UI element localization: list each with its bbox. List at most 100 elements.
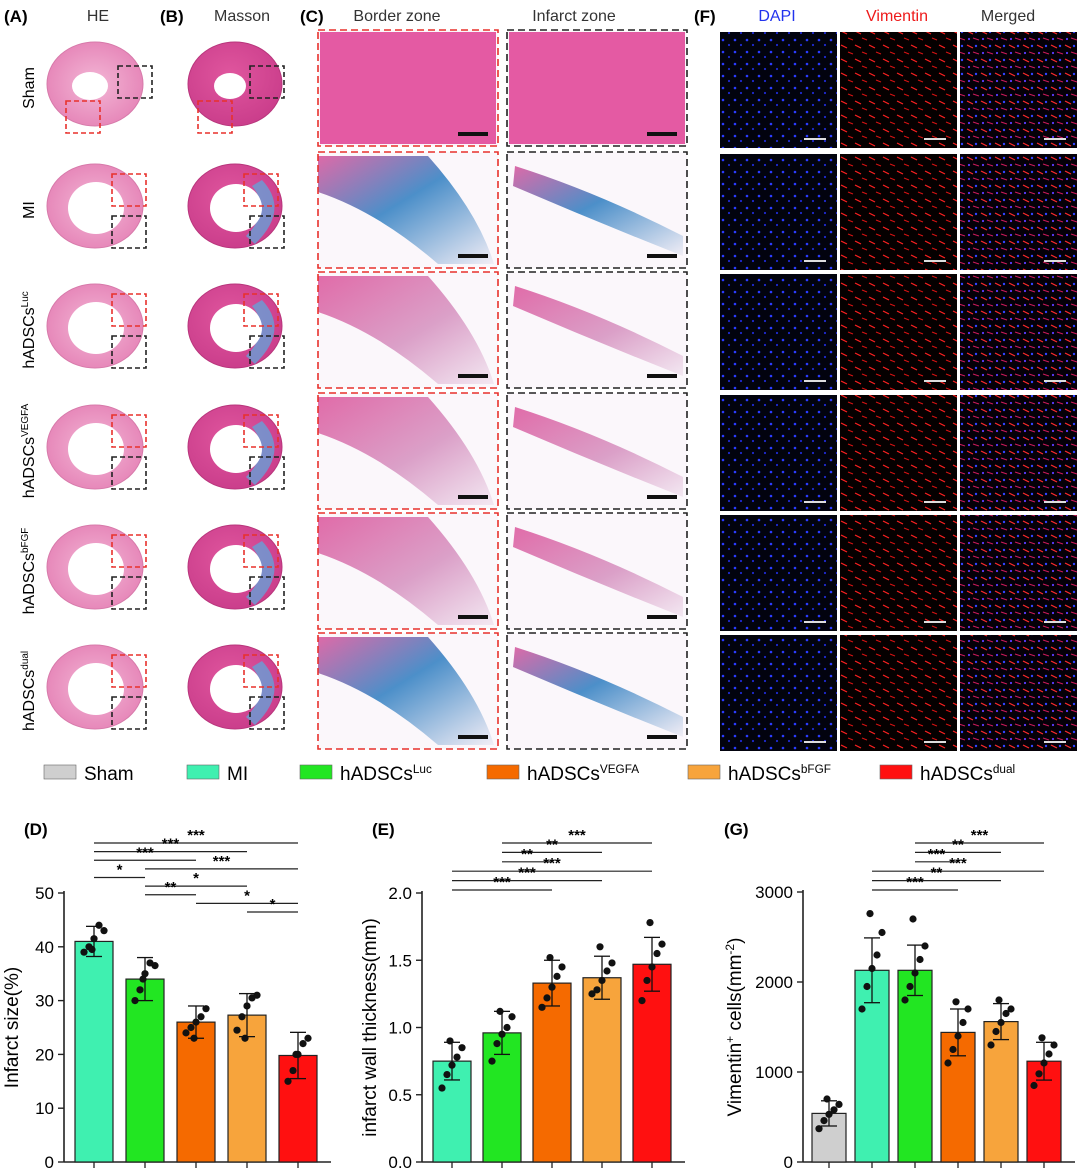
significance-bracket: *** bbox=[452, 874, 552, 891]
legend-swatch bbox=[879, 764, 913, 780]
data-point bbox=[496, 1007, 504, 1015]
scale-bar bbox=[458, 132, 488, 136]
scale-bar bbox=[1044, 380, 1066, 382]
micro-row-dual: hADSCsdual bbox=[20, 632, 1077, 751]
data-point bbox=[508, 1013, 516, 1021]
he-heart-mi bbox=[46, 163, 144, 249]
micro-row-vegfa: hADSCsVEGFA bbox=[20, 392, 1077, 511]
y-tick-label: 10 bbox=[35, 1099, 54, 1118]
scale-bar bbox=[924, 741, 946, 743]
data-point bbox=[136, 986, 144, 994]
data-point bbox=[284, 1077, 292, 1085]
bar-bfgf bbox=[227, 991, 267, 1168]
significance-label: *** bbox=[187, 827, 205, 844]
legend-item-luc: hADSCsLuc bbox=[299, 763, 432, 785]
row-label-bfgf: hADSCsbFGF bbox=[20, 528, 38, 615]
data-point bbox=[192, 1018, 200, 1026]
masson-roi-box bbox=[249, 215, 285, 249]
data-point bbox=[498, 1030, 506, 1038]
bar-rect bbox=[532, 982, 572, 1163]
data-point bbox=[95, 921, 103, 929]
significance-label: * bbox=[193, 870, 199, 887]
bar-rect bbox=[632, 963, 672, 1163]
data-point bbox=[446, 1037, 454, 1045]
significance-bracket: *** bbox=[915, 846, 958, 863]
legend-swatch bbox=[186, 764, 220, 780]
scale-bar bbox=[458, 615, 488, 619]
scale-bar bbox=[804, 260, 826, 262]
border-zone-vegfa bbox=[317, 392, 499, 510]
infarct-zone-bfgf bbox=[506, 512, 688, 630]
data-point bbox=[608, 959, 616, 967]
data-point bbox=[596, 943, 604, 951]
data-point bbox=[906, 982, 914, 991]
he-roi-box bbox=[111, 215, 147, 249]
fluor-dapi-bfgf bbox=[720, 515, 837, 631]
significance-bracket: * bbox=[196, 887, 298, 904]
micro-row-sham: Sham bbox=[21, 29, 1077, 148]
masson-heart-mi bbox=[187, 163, 283, 249]
fluor-dapi-sham bbox=[720, 32, 837, 148]
significance-bracket: ** bbox=[872, 865, 1001, 882]
significance-label: * bbox=[244, 887, 250, 904]
data-point bbox=[992, 1027, 1000, 1036]
data-point bbox=[139, 975, 147, 983]
legend-swatch bbox=[299, 764, 333, 780]
legend-swatch bbox=[43, 764, 77, 780]
data-point bbox=[292, 1050, 300, 1058]
fluor-vimentin-vegfa bbox=[840, 395, 957, 511]
significance-bracket: * bbox=[247, 896, 298, 913]
bar-luc bbox=[482, 1007, 522, 1168]
data-point bbox=[131, 997, 139, 1005]
scale-bar bbox=[924, 621, 946, 623]
significance-label: *** bbox=[971, 827, 989, 844]
data-point bbox=[243, 1002, 251, 1010]
he-roi-box bbox=[111, 414, 147, 448]
he-heart-luc bbox=[46, 283, 144, 369]
significance-label: ** bbox=[931, 865, 943, 882]
microscopy-grid: Sham MI hADSCsLuc hADSCsVEGFA hADSCsbFGF hADS… bbox=[20, 29, 1077, 751]
scale-bar bbox=[458, 735, 488, 739]
panel-label-a: (A) bbox=[4, 7, 28, 26]
data-point bbox=[952, 998, 960, 1006]
scale-bar bbox=[924, 501, 946, 503]
he-roi-box bbox=[111, 576, 147, 610]
data-point bbox=[901, 996, 909, 1004]
data-point bbox=[546, 953, 554, 962]
fluor-dapi-mi bbox=[720, 154, 837, 270]
significance-bracket: ** bbox=[502, 846, 552, 863]
fluor-merged-vegfa bbox=[960, 395, 1077, 511]
significance-bracket: *** bbox=[452, 865, 602, 882]
data-point bbox=[944, 1059, 952, 1067]
legend-swatch bbox=[687, 764, 721, 780]
y-tick-label: 30 bbox=[35, 992, 54, 1011]
panel-f-merged-title: Merged bbox=[981, 8, 1035, 25]
he-heart-vegfa bbox=[46, 404, 144, 490]
data-point bbox=[253, 991, 261, 999]
scale-bar bbox=[647, 254, 677, 258]
data-point bbox=[448, 1061, 456, 1069]
bar-rect bbox=[176, 1021, 216, 1163]
significance-label: * bbox=[117, 862, 123, 879]
panel-label-c: (C) bbox=[300, 7, 324, 26]
data-point bbox=[909, 915, 917, 923]
data-point bbox=[488, 1057, 496, 1065]
infarct-zone-mi bbox=[506, 151, 688, 269]
bar-mi bbox=[854, 910, 890, 1168]
row-label-mi: MI bbox=[21, 201, 38, 219]
he-roi-box bbox=[111, 173, 147, 207]
data-point bbox=[658, 940, 666, 948]
scale-bar bbox=[804, 621, 826, 623]
masson-roi-box bbox=[249, 576, 285, 610]
he-roi-box bbox=[111, 456, 147, 490]
fluor-merged-bfgf bbox=[960, 515, 1077, 631]
significance-label: ** bbox=[521, 846, 533, 863]
data-point bbox=[603, 967, 611, 975]
data-point bbox=[873, 951, 881, 959]
scale-bar bbox=[647, 615, 677, 619]
micro-row-bfgf: hADSCsbFGF bbox=[20, 512, 1077, 631]
masson-roi-box bbox=[249, 335, 285, 369]
scale-bar bbox=[924, 260, 946, 262]
